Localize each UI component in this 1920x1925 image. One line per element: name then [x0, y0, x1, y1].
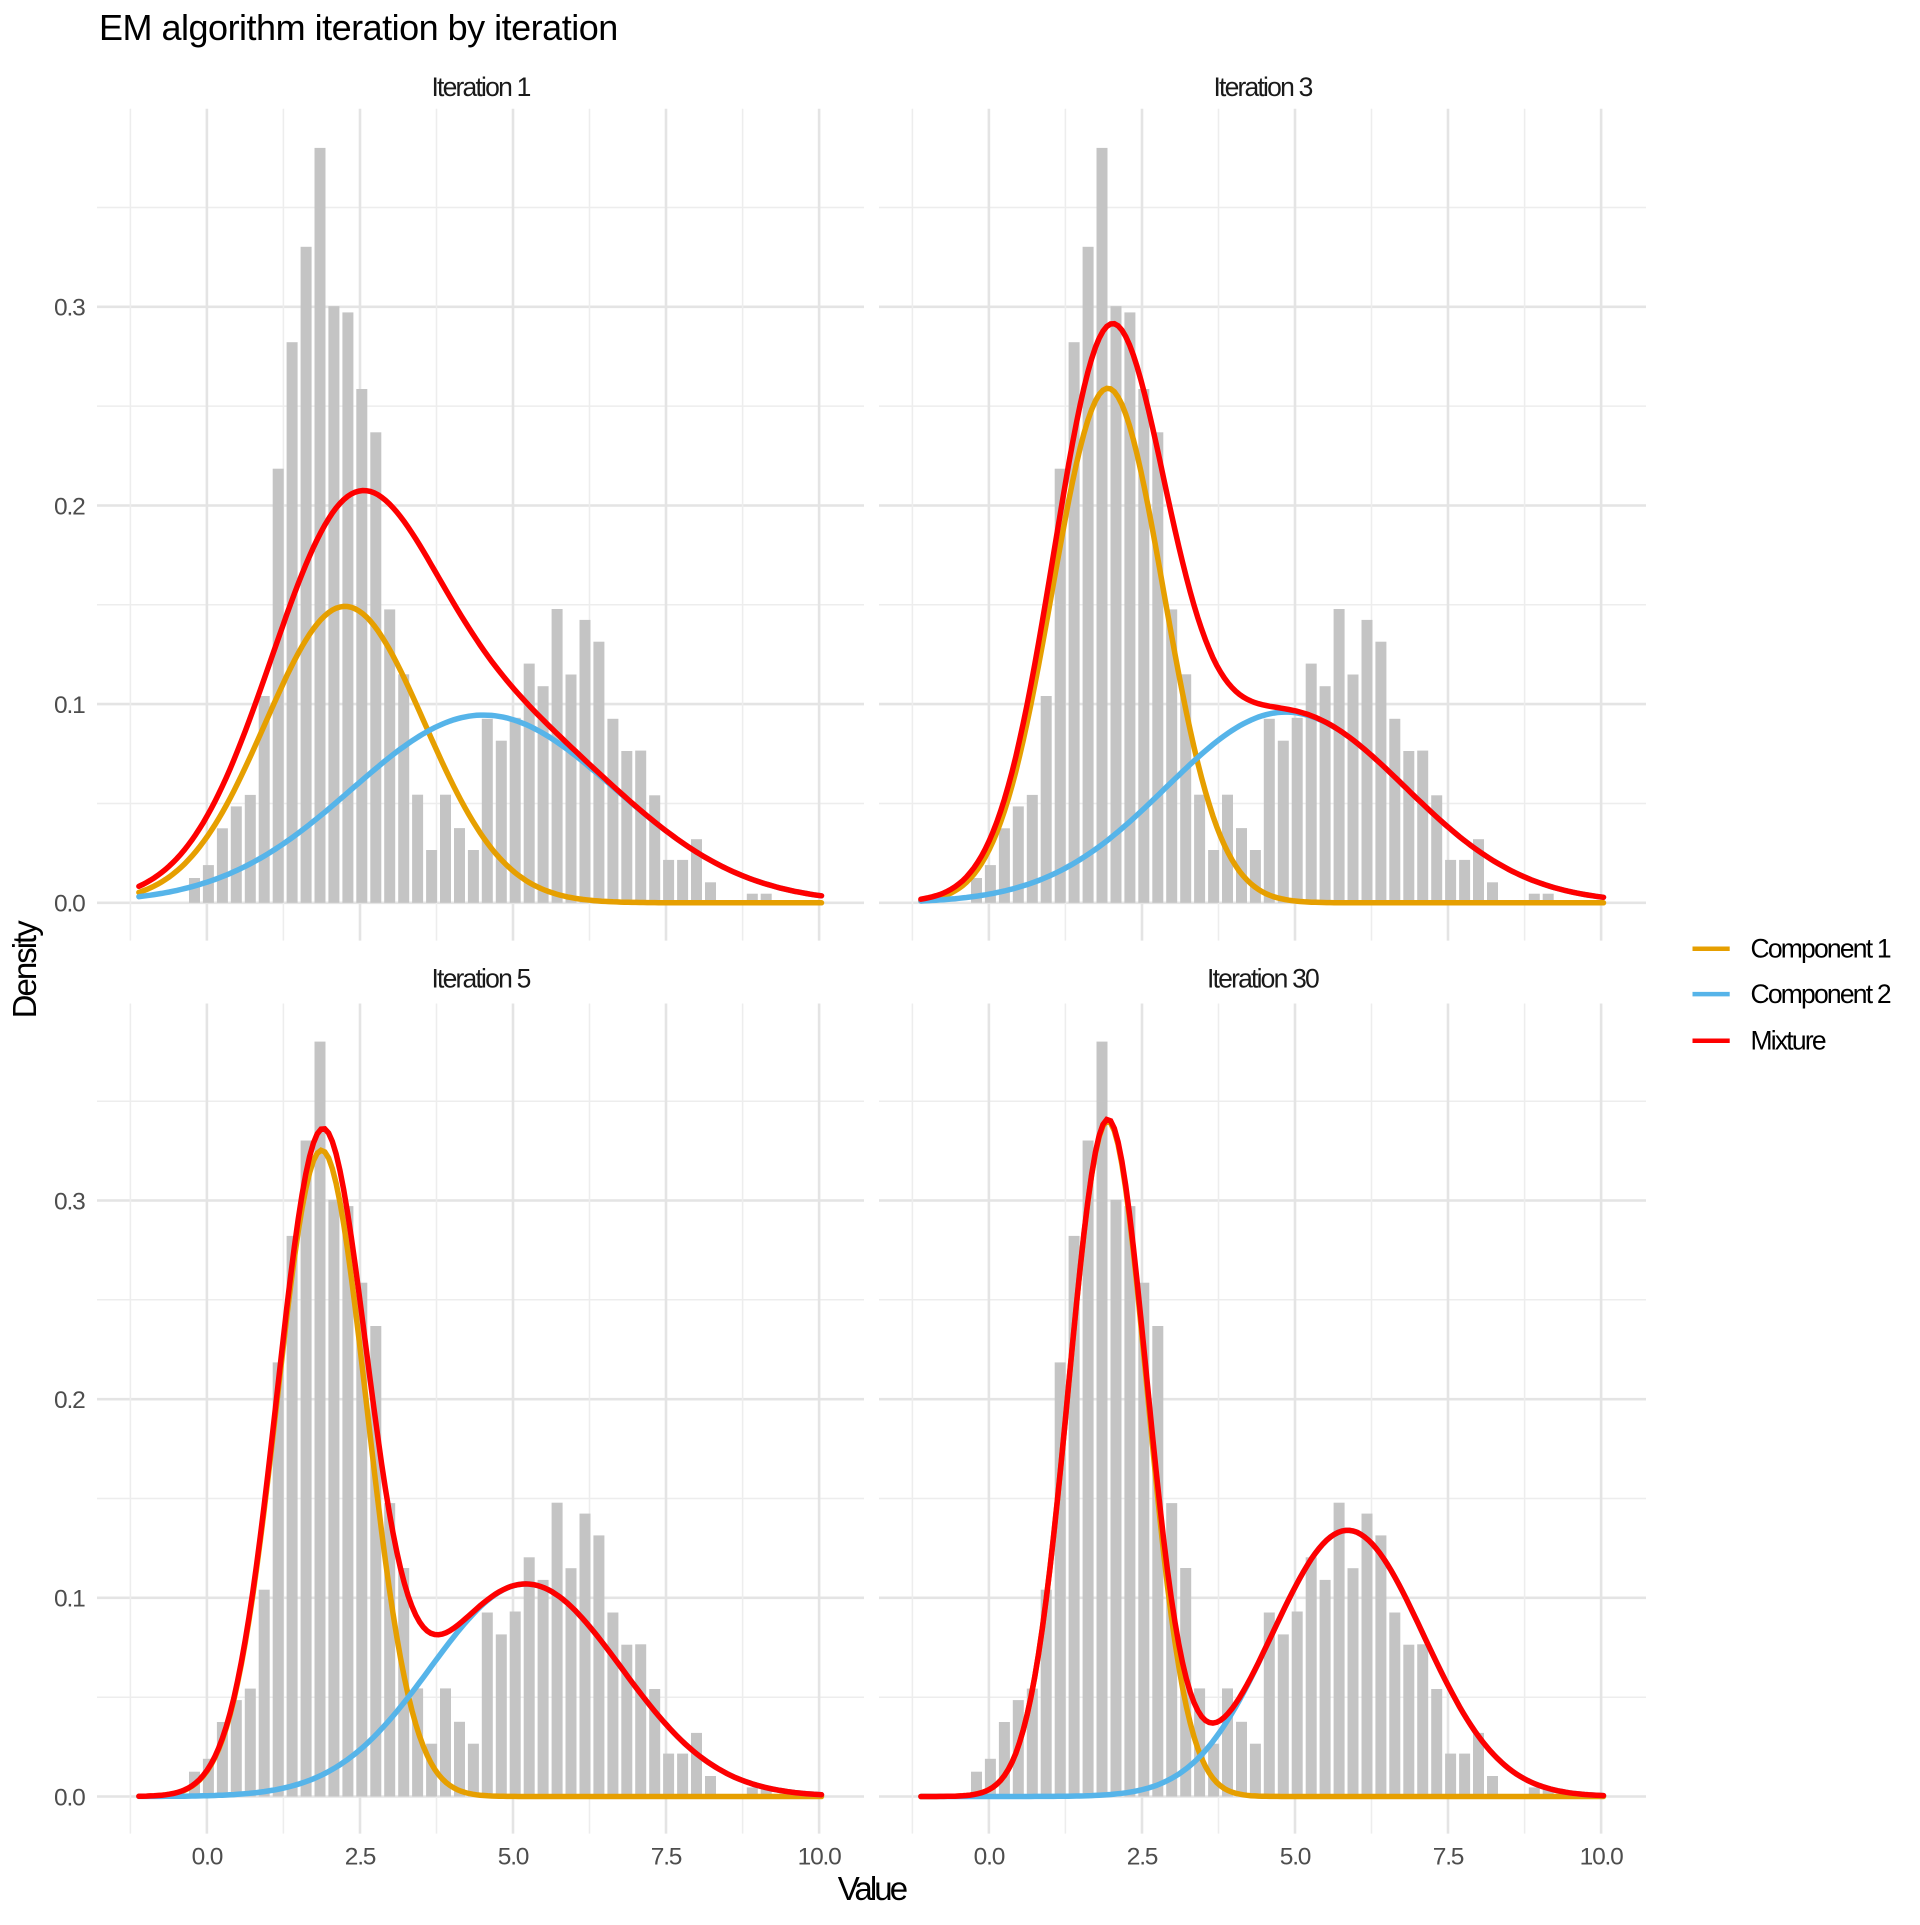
svg-text:0.0: 0.0	[54, 891, 85, 918]
svg-text:0.1: 0.1	[54, 1586, 85, 1613]
svg-text:0.0: 0.0	[192, 1844, 223, 1871]
svg-text:0.0: 0.0	[974, 1844, 1005, 1871]
svg-text:Iteration 3: Iteration 3	[1213, 72, 1312, 102]
svg-text:7.5: 7.5	[651, 1844, 682, 1871]
svg-text:0.2: 0.2	[54, 493, 85, 520]
svg-text:Iteration 1: Iteration 1	[431, 72, 530, 102]
svg-text:Mixture: Mixture	[1751, 1026, 1826, 1056]
svg-text:EM algorithm iteration by iter: EM algorithm iteration by iteration	[99, 7, 618, 48]
svg-text:2.5: 2.5	[1127, 1844, 1158, 1871]
svg-text:0.2: 0.2	[54, 1387, 85, 1414]
svg-text:10.0: 10.0	[798, 1844, 841, 1871]
svg-text:Component 1: Component 1	[1751, 934, 1891, 964]
svg-text:0.0: 0.0	[54, 1784, 85, 1811]
svg-text:0.1: 0.1	[54, 692, 85, 719]
svg-text:10.0: 10.0	[1580, 1844, 1623, 1871]
svg-text:Component 2: Component 2	[1751, 979, 1891, 1009]
svg-text:7.5: 7.5	[1433, 1844, 1464, 1871]
svg-text:Iteration 5: Iteration 5	[431, 963, 530, 993]
svg-text:5.0: 5.0	[498, 1844, 529, 1871]
svg-text:Value: Value	[838, 1870, 907, 1907]
svg-text:0.3: 0.3	[54, 1188, 85, 1215]
svg-text:2.5: 2.5	[345, 1844, 376, 1871]
svg-text:Iteration 30: Iteration 30	[1207, 963, 1319, 993]
svg-text:5.0: 5.0	[1280, 1844, 1311, 1871]
svg-text:Density: Density	[6, 920, 43, 1019]
svg-text:0.3: 0.3	[54, 295, 85, 322]
